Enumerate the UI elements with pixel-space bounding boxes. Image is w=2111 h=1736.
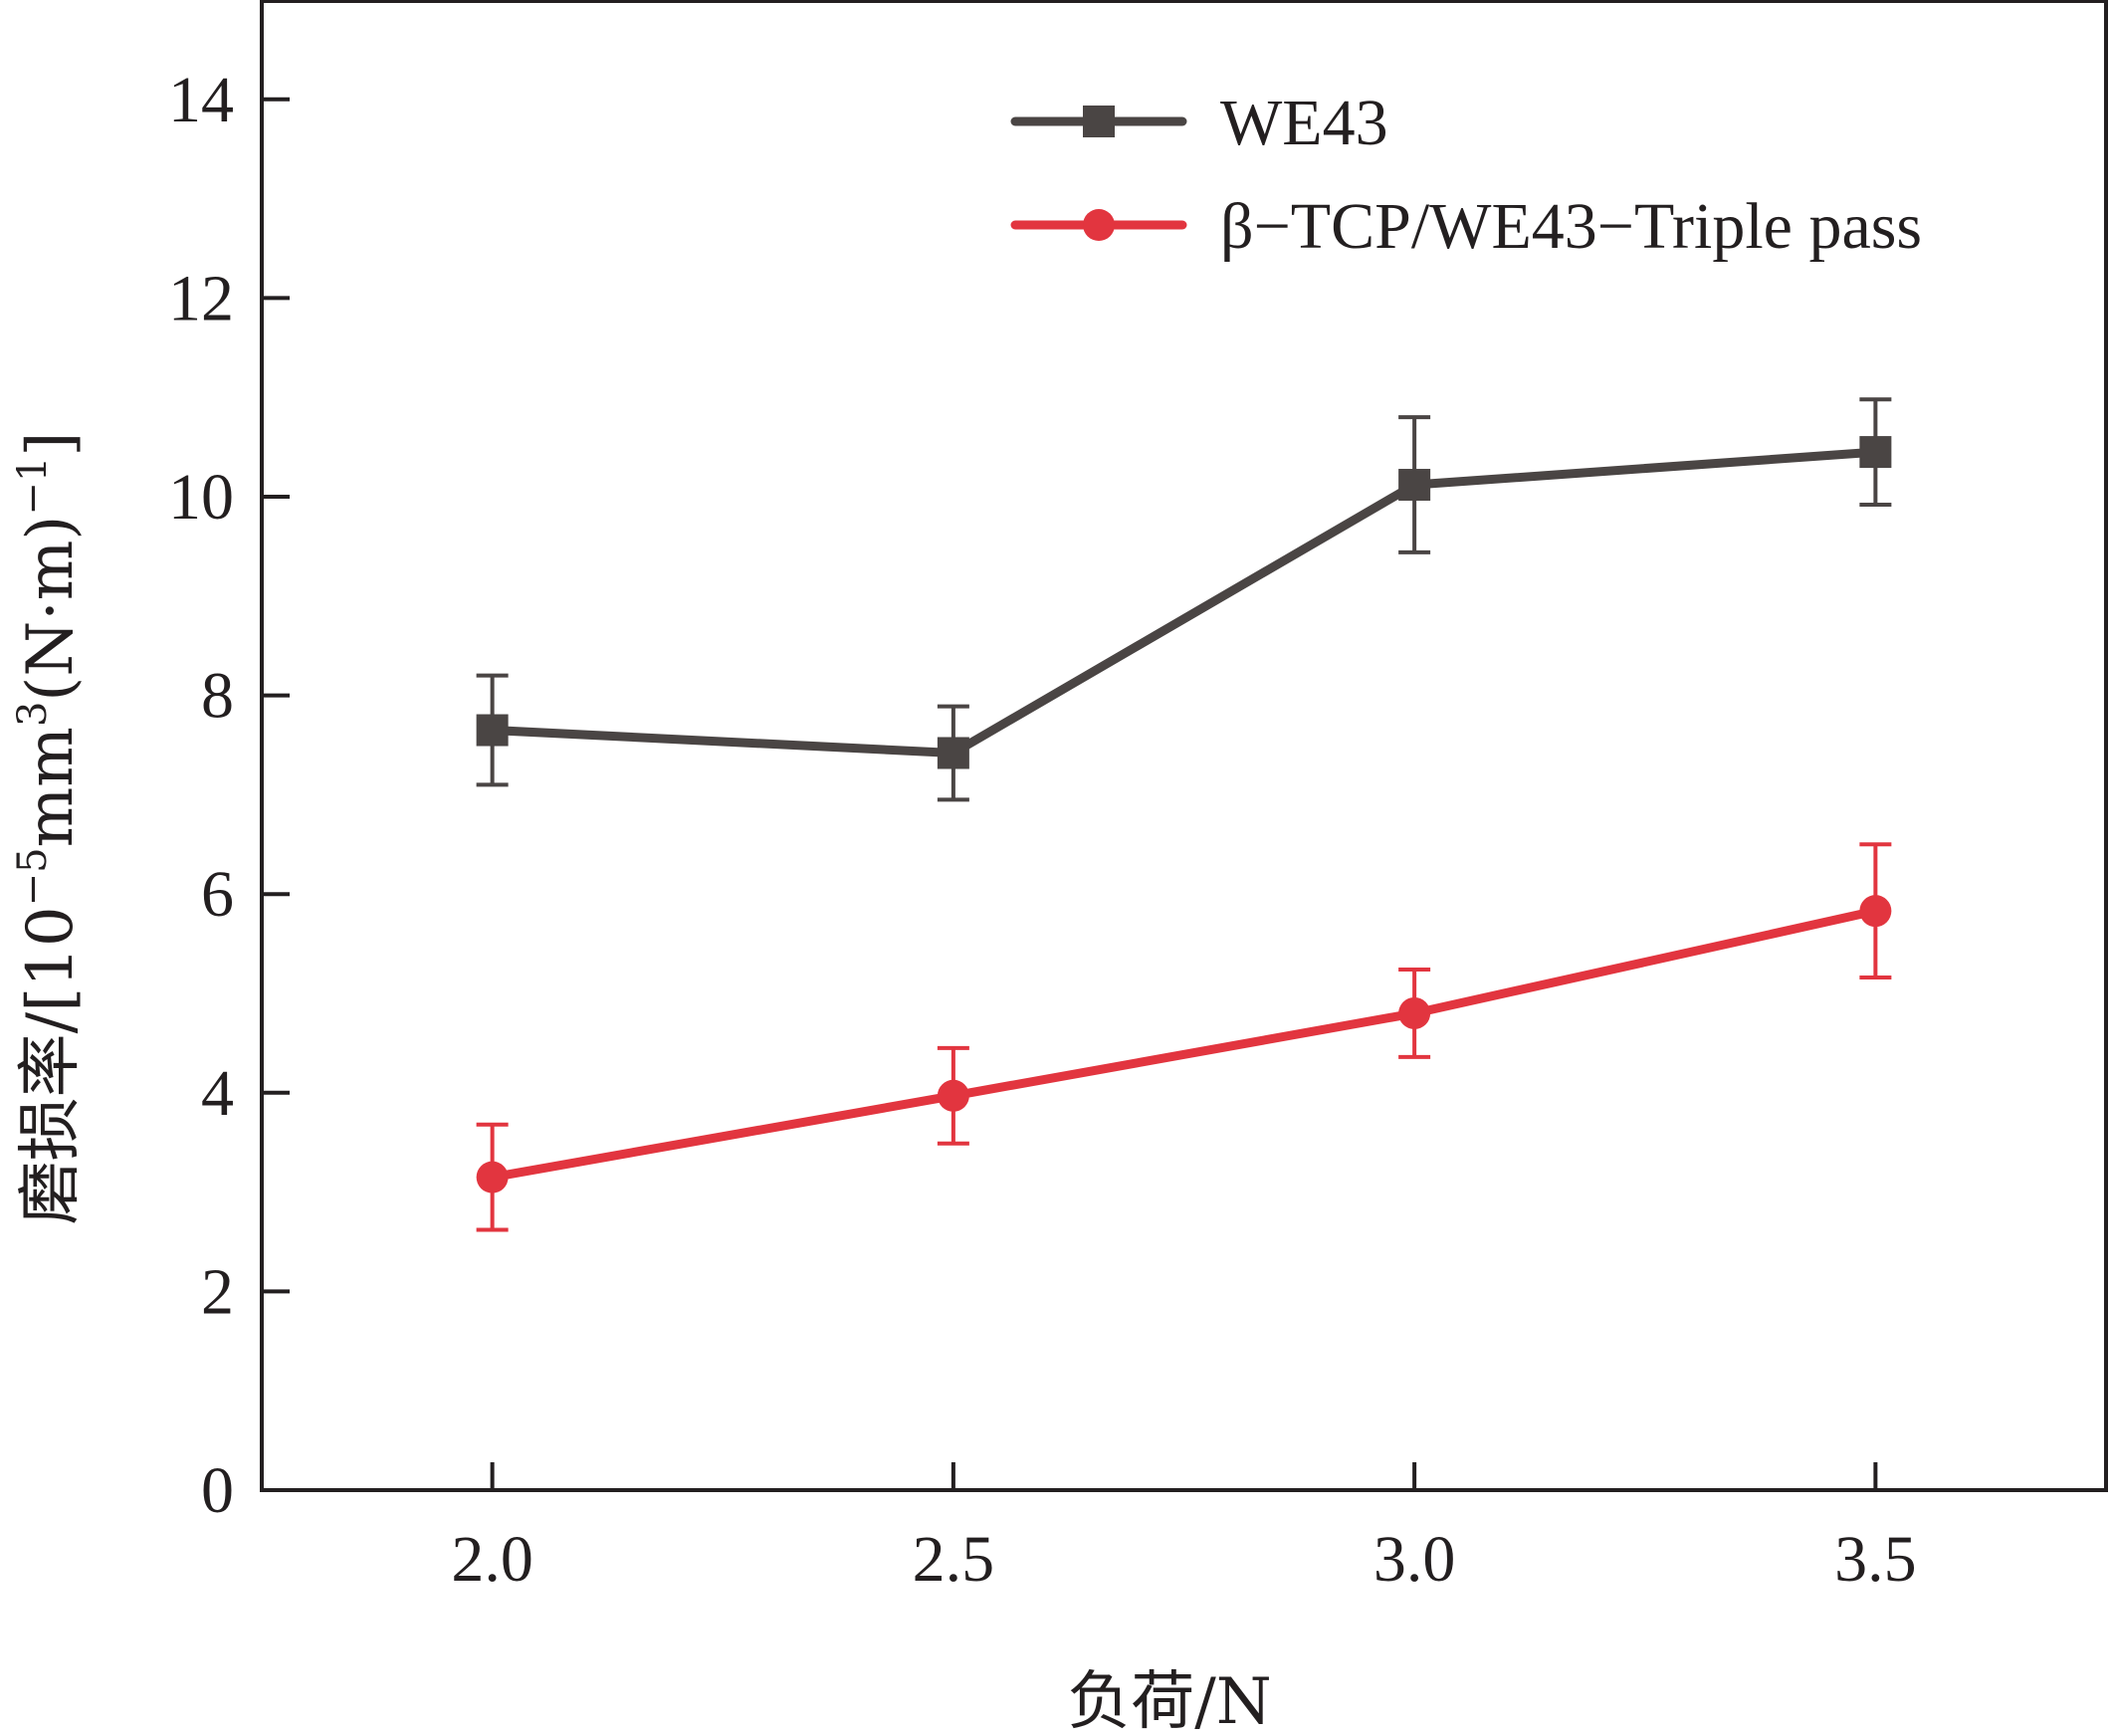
legend-item-1: WE43 [1010,87,1388,159]
plot-border [260,0,2108,1492]
plot-frame [260,0,2108,1492]
y-axis-label-mid: mm [14,727,88,847]
x-tick-label: 2.5 [913,1523,995,1596]
series-2 [476,842,1892,1232]
y-tick-label: 10 [168,461,234,534]
data-point-circle [1859,895,1892,928]
data-point-circle [476,1161,509,1194]
y-tick-label: 0 [201,1454,234,1527]
data-point-circle [1398,996,1431,1029]
legend-marker-circle [1083,209,1115,241]
y-axis-label-suffix: ] [14,432,88,457]
y-axis-label-exp2: 3 [10,702,56,727]
legend-label: WE43 [1220,87,1388,159]
data-point-square [1859,436,1892,469]
legend-marker-square [1083,106,1115,137]
data-point-square [1398,469,1431,502]
legend: WE43 β−TCP/WE43−Triple pass [1010,87,1922,263]
y-tick-label: 12 [168,262,234,334]
legend-item-2: β−TCP/WE43−Triple pass [1010,190,1922,263]
series-line [492,447,1876,758]
x-axis: 2.0 2.5 3.0 3.5 [451,1462,1917,1596]
y-tick-label: 2 [201,1255,234,1328]
x-axis-label: 负荷/N [1067,1665,1272,1736]
data-point-square [937,737,969,769]
series-1 [476,397,1892,802]
legend-label: β−TCP/WE43−Triple pass [1220,190,1922,263]
y-axis-label-exp1: −5 [10,847,56,906]
y-tick-label: 4 [201,1057,234,1130]
y-axis-label: 磨损率/[10−5mm3(N·m)−1] [10,432,88,1225]
y-tick-label: 8 [201,660,234,733]
y-tick-label: 6 [201,858,234,931]
y-axis-label-mid2: (N·m) [14,516,88,702]
y-axis-label-prefix: 磨损率/[10 [14,906,88,1224]
y-axis-label-exp3: −1 [10,457,56,516]
x-tick-label: 3.5 [1834,1523,1917,1596]
data-point-circle [937,1079,969,1112]
y-axis: 0 2 4 6 8 10 12 14 [168,64,290,1527]
x-tick-label: 3.0 [1373,1523,1456,1596]
series-layer [476,397,1892,1232]
x-tick-label: 2.0 [451,1523,533,1596]
y-tick-label: 14 [168,64,234,136]
data-point-square [476,714,509,747]
series-line [491,906,1877,1183]
